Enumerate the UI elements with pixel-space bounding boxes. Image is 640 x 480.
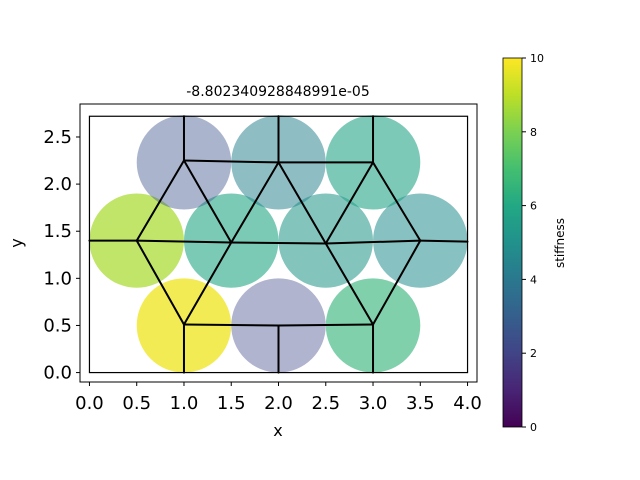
y-tick-label-4: 2.0 [43, 174, 72, 195]
y-tick-label-2: 1.0 [43, 268, 72, 289]
y-tick-label-3: 1.5 [43, 221, 72, 242]
colorbar [502, 57, 523, 428]
stiffness-circle-5 [278, 193, 374, 288]
x-tick-label-3: 1.5 [217, 393, 246, 414]
network-edge-19 [230, 161, 280, 244]
network-edge-3 [324, 239, 422, 245]
colorbar-tick-label-3: 6 [530, 200, 537, 213]
network-edge-1 [135, 239, 233, 244]
x-tick-label-6: 3.0 [359, 393, 388, 414]
colorbar-ticks: 0 2 4 6 8 10 [522, 52, 544, 434]
x-tick-label-4: 2.0 [264, 393, 293, 414]
y-axis-ticks: 0.0 0.5 1.0 1.5 2.0 2.5 [43, 127, 80, 384]
network-edge-13 [324, 242, 375, 326]
colorbar-tick-label-2: 4 [530, 273, 537, 286]
network-edge-2 [230, 241, 327, 245]
colorbar-tick-label-1: 2 [530, 347, 537, 360]
x-tick-label-0: 0.0 [75, 393, 104, 414]
edges-layer [88, 115, 469, 374]
y-tick-label-1: 0.5 [43, 315, 72, 336]
x-tick-label-1: 0.5 [122, 393, 151, 414]
y-axis-label: y [7, 238, 26, 247]
x-tick-label-5: 2.5 [311, 393, 340, 414]
network-edge-14 [372, 239, 422, 326]
colorbar-tick-label-4: 8 [530, 126, 537, 139]
x-axis-label: x [273, 421, 282, 440]
colorbar-label: stiffness [553, 218, 567, 268]
network-edge-11 [277, 323, 375, 327]
network-edge-23 [324, 161, 375, 245]
network-edge-8 [182, 241, 233, 326]
network-edge-6 [135, 159, 185, 242]
network-edge-20 [277, 161, 327, 245]
y-tick-label-0: 0.0 [43, 363, 72, 384]
x-tick-label-8: 4.0 [453, 393, 482, 414]
network-edge-4 [419, 239, 469, 243]
y-tick-label-5: 2.5 [43, 127, 72, 148]
network-edge-16 [182, 159, 233, 244]
x-axis-ticks: 0.0 0.5 1.0 1.5 2.0 2.5 3.0 3.5 4.0 [75, 382, 482, 414]
x-tick-label-2: 1.0 [170, 393, 199, 414]
network-edge-5 [135, 239, 185, 326]
x-tick-label-7: 3.5 [406, 393, 435, 414]
chart-title: -8.802340928848991e-05 [186, 84, 370, 100]
colorbar-tick-label-5: 10 [530, 52, 544, 65]
colorbar-tick-label-0: 0 [530, 421, 537, 434]
network-edge-24 [372, 161, 422, 242]
network-edge-17 [182, 159, 280, 164]
network-edge-9 [182, 323, 280, 327]
